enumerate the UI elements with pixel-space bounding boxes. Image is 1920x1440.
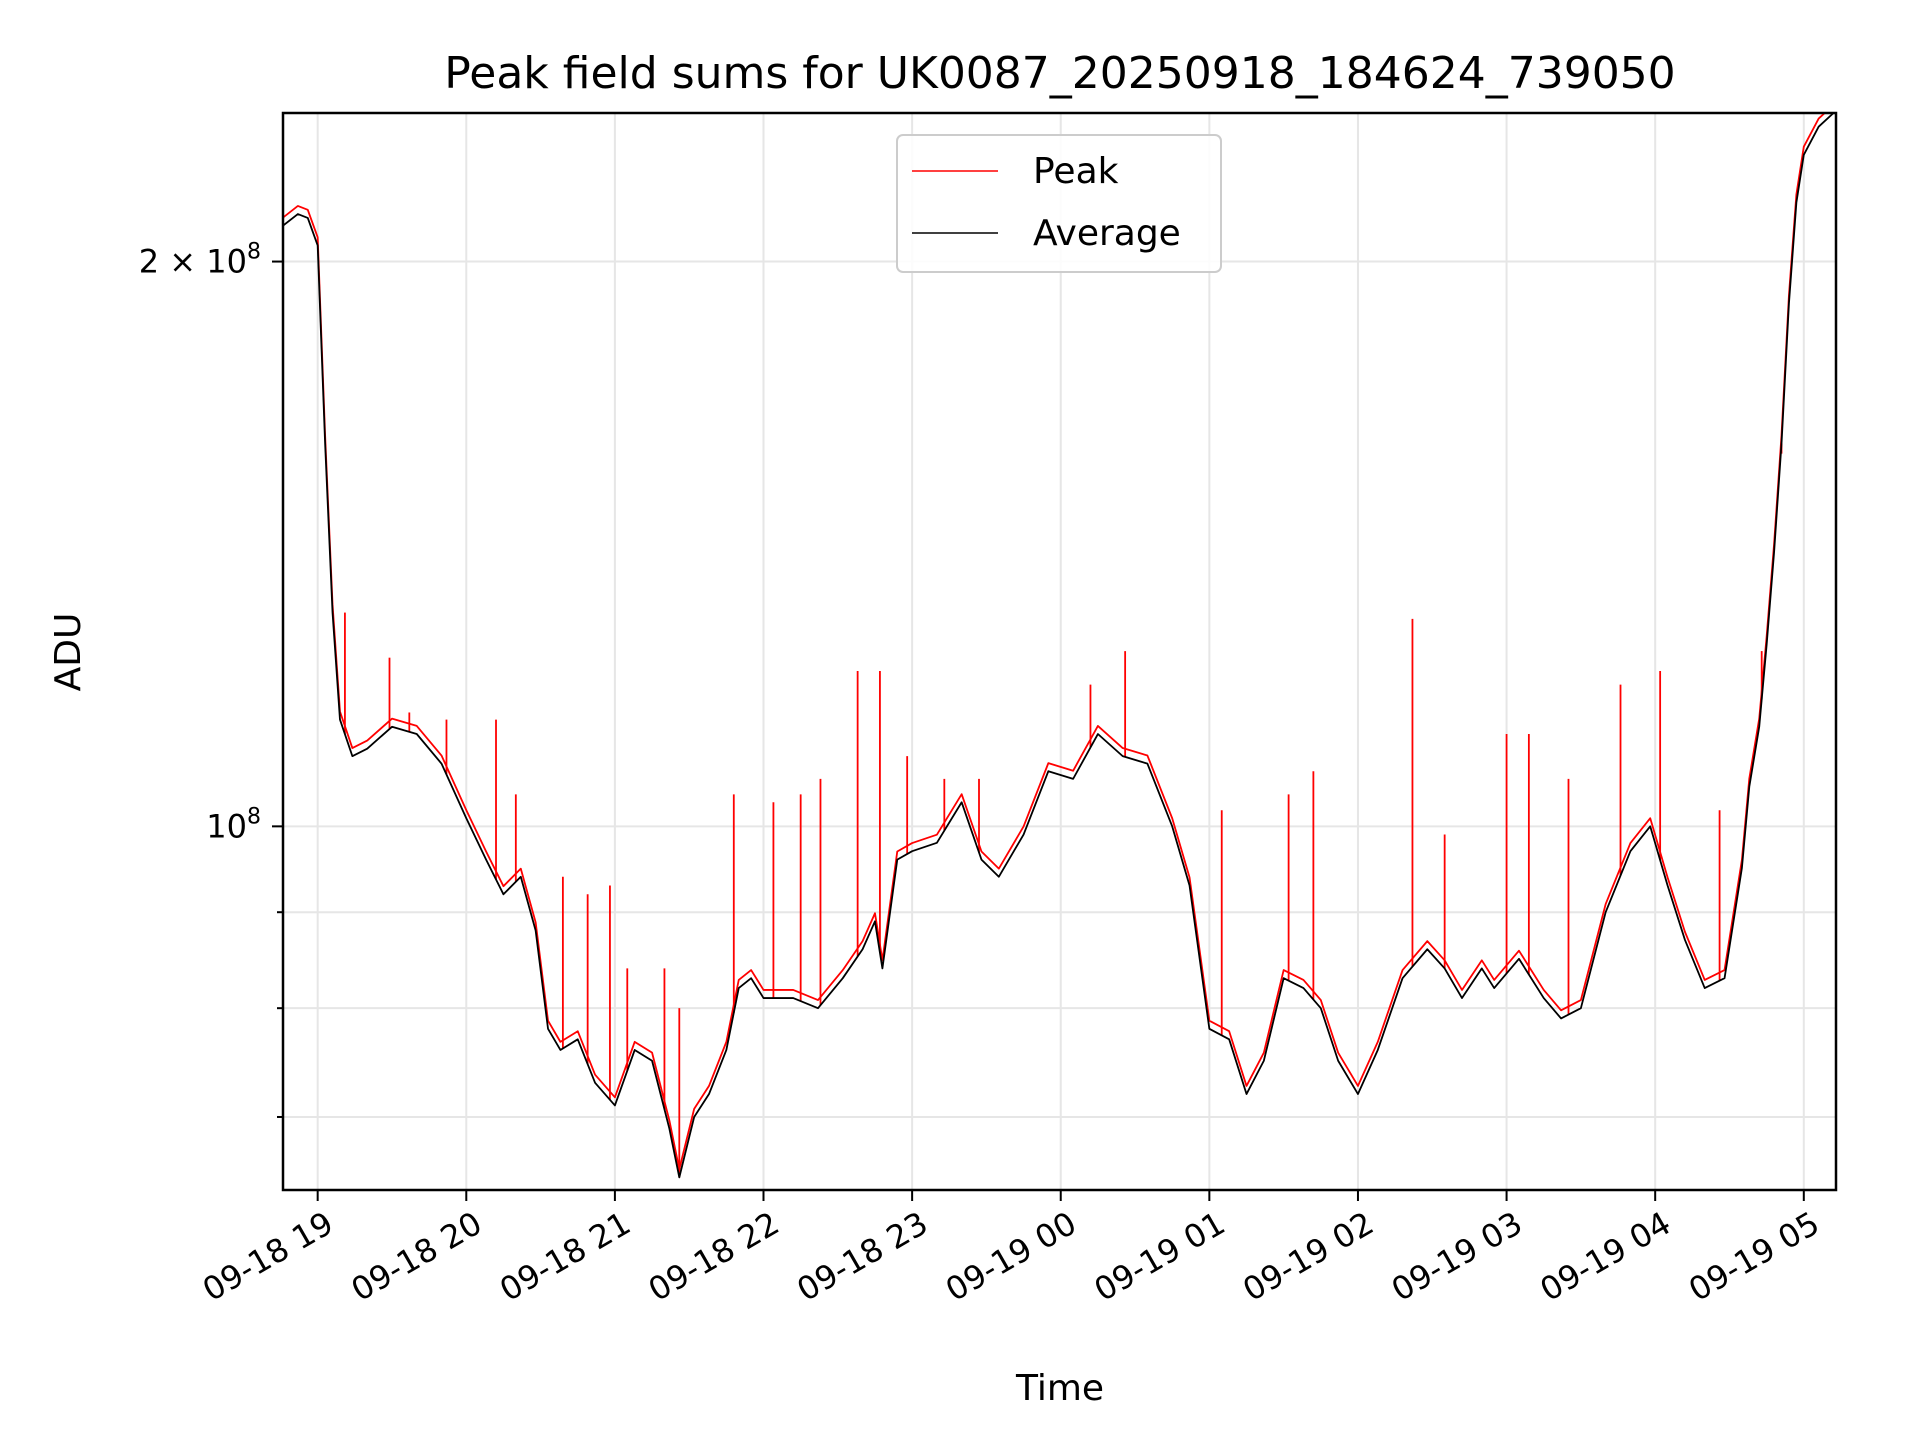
y-tick-label: 108: [206, 804, 261, 845]
legend-label-peak: Peak: [1033, 151, 1119, 192]
plot-area: [283, 113, 1835, 1179]
x-axis-label: Time: [1015, 1368, 1104, 1409]
legend-label-average: Average: [1033, 213, 1181, 254]
chart-title: Peak field sums for UK0087_20250918_1846…: [444, 48, 1675, 99]
y-axis-label: ADU: [48, 613, 89, 692]
grid: [283, 113, 1836, 1190]
y-tick-label: 2 × 108: [139, 240, 261, 281]
legend-box: [896, 134, 1222, 273]
legend: Peak Average: [896, 134, 1222, 273]
peak-line: [283, 113, 1827, 1171]
y-axis-ticks: 108 2 × 108: [139, 240, 283, 1118]
plot-frame: [281, 111, 1838, 1192]
average-line: [283, 113, 1835, 1179]
